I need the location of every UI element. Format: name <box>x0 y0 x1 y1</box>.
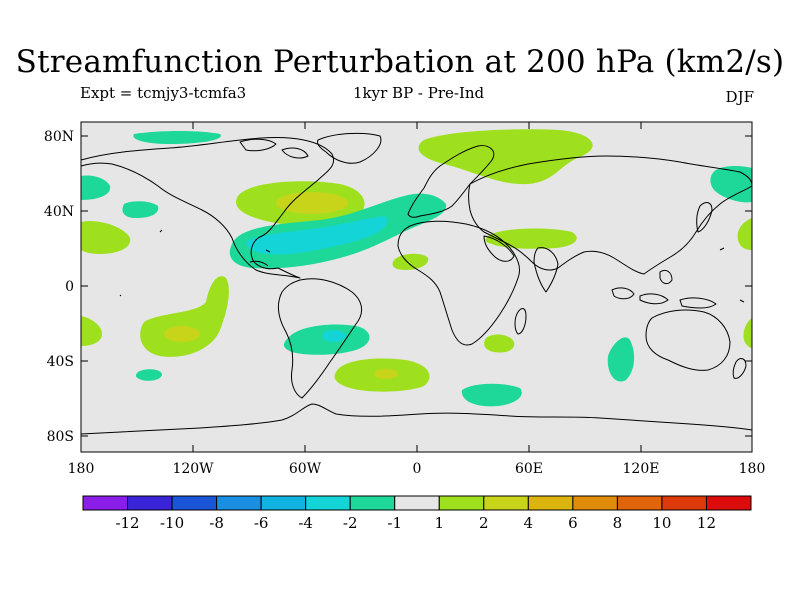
colorbar-swatch <box>661 495 707 511</box>
coast-arctic-islands <box>239 138 309 159</box>
colorbar-label: -2 <box>343 514 358 532</box>
colorbar-label: 1 <box>434 514 444 532</box>
colorbar-label: 4 <box>524 514 534 532</box>
colorbar-label: -10 <box>160 514 184 532</box>
positive-anomaly-siberia <box>418 129 593 185</box>
positive-core-south-pacific <box>164 326 200 342</box>
lon-tick-label: 0 <box>413 461 422 477</box>
negative-anomaly-central-pacific <box>122 201 159 218</box>
latitude-axis <box>81 135 752 437</box>
colorbar-swatch <box>349 495 396 511</box>
coast-antarctica <box>80 403 753 435</box>
colorbar-swatch <box>127 495 173 511</box>
negative-anomaly-north-pacific <box>81 175 111 200</box>
lon-tick-label: 180 <box>739 461 766 477</box>
negative-anomaly-arctic <box>133 131 221 144</box>
coast-asia <box>468 155 753 275</box>
colorbar-swatch <box>705 495 752 511</box>
colorbar-swatch <box>171 495 218 511</box>
lat-tick-label: 40N <box>44 204 74 220</box>
colorbar-swatch <box>572 495 618 511</box>
positive-anomaly-south-pacific-west <box>81 316 102 346</box>
colorbar-label: 10 <box>652 514 671 532</box>
lat-tick-label: 80S <box>47 429 74 445</box>
longitude-axis <box>192 122 642 452</box>
negative-anomaly-australia-south <box>607 337 635 382</box>
experiment-label: Expt = tcmjy3-tcmfa3 <box>80 84 247 102</box>
negative-anomaly-kamchatka <box>710 166 752 203</box>
colorbar-swatch <box>260 495 307 511</box>
lat-tick-label: 0 <box>65 279 74 295</box>
lon-tick-label: 60W <box>289 461 322 477</box>
colorbar-swatch <box>82 495 129 511</box>
colorbar-label: 6 <box>568 514 578 532</box>
coast-north-america <box>80 137 334 279</box>
positive-core-north-atlantic <box>276 192 348 214</box>
colorbar-label: -1 <box>387 514 402 532</box>
positive-core-south-atlantic <box>374 369 398 379</box>
positive-anomaly-north-africa <box>392 253 429 270</box>
coast-southeast-asia-islands <box>611 269 717 309</box>
colorbar-label: -4 <box>298 514 313 532</box>
colorbar-label: 8 <box>613 514 623 532</box>
plot-title: Streamfunction Perturbation at 200 hPa (… <box>15 44 785 80</box>
coast-india <box>533 247 559 293</box>
coast-small-islands <box>119 229 745 303</box>
colorbar: -12 -10 -8 -6 -4 -2 -1 1 2 4 6 8 10 12 <box>82 495 752 532</box>
lat-tick-label: 80N <box>44 129 74 145</box>
coast-arabia <box>483 235 515 262</box>
lon-tick-label: 120E <box>623 461 660 477</box>
colorbar-swatch <box>527 495 574 511</box>
coast-europe <box>407 145 495 218</box>
coast-south-america <box>278 278 362 399</box>
colorbar-swatch <box>305 495 351 511</box>
coast-greenland <box>317 132 382 164</box>
positive-anomaly-west-pacific-north <box>737 218 752 250</box>
lon-tick-label: 120W <box>172 461 214 477</box>
negative-core-subtropical-atlantic <box>246 216 388 255</box>
colorbar-label: -6 <box>254 514 269 532</box>
colorbar-label: 2 <box>479 514 489 532</box>
lon-tick-label: 180 <box>68 461 95 477</box>
colorbar-swatch <box>616 495 663 511</box>
negative-anomaly-south-pacific-small <box>135 369 162 381</box>
coast-japan <box>696 202 713 233</box>
colorbar-swatch <box>216 495 262 511</box>
positive-anomaly-south-pacific <box>140 276 229 357</box>
coast-africa <box>397 220 521 346</box>
positive-anomaly-south-pacific-east <box>743 318 752 348</box>
coastlines <box>80 132 753 435</box>
colorbar-label: -12 <box>115 514 139 532</box>
coast-new-zealand <box>732 358 747 379</box>
colorbar-label: -8 <box>209 514 224 532</box>
negative-anomaly-south-indian <box>461 383 522 407</box>
lat-tick-label: 40S <box>47 354 74 370</box>
positive-anomaly-east-pacific-north <box>81 220 131 254</box>
coast-australia <box>645 309 731 371</box>
negative-core-south-america <box>322 330 346 342</box>
colorbar-label: 12 <box>697 514 716 532</box>
season-label: DJF <box>725 88 754 106</box>
lon-tick-label: 60E <box>515 461 543 477</box>
period-label: 1kyr BP - Pre-Ind <box>353 84 485 102</box>
ocean-background <box>81 122 752 452</box>
map-panel <box>80 121 753 453</box>
colorbar-swatch <box>483 495 529 511</box>
colorbar-swatch <box>438 495 485 511</box>
coast-madagascar <box>514 308 527 335</box>
colorbar-swatch <box>394 495 440 511</box>
positive-anomaly-south-africa <box>484 334 515 353</box>
